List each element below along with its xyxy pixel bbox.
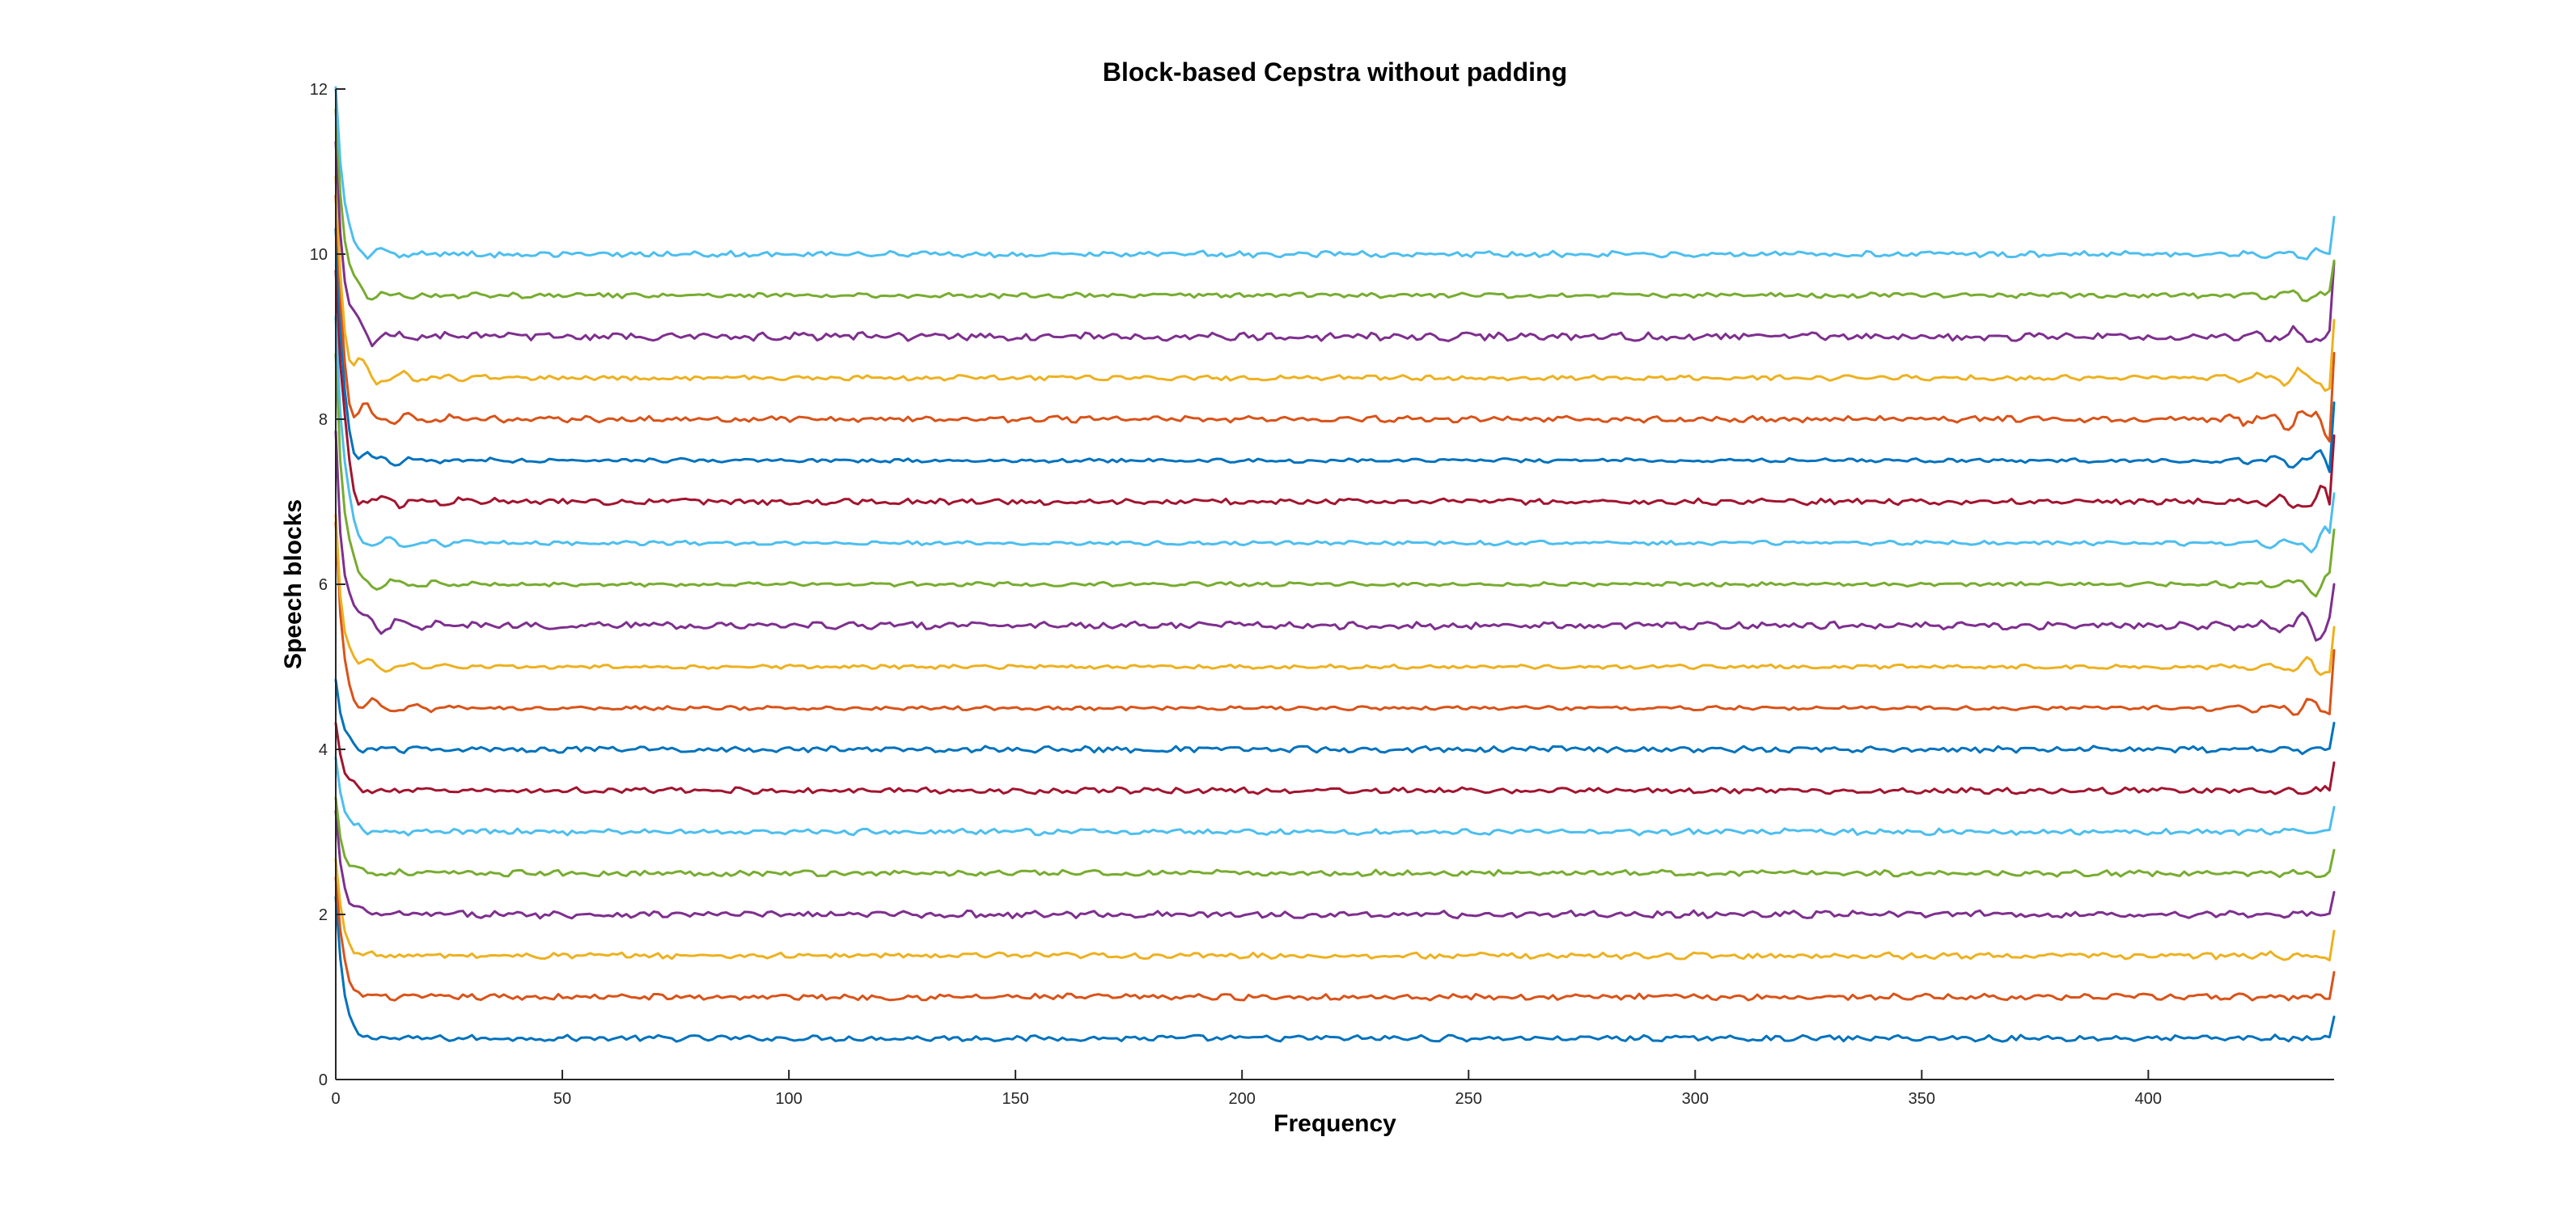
axes: 0 50 100 150 200 250 300 350 400 0 2 4 6 8 10 12 <box>310 81 2334 1108</box>
series-line-18 <box>334 141 2336 348</box>
series-line-12 <box>334 353 2336 598</box>
x-tick-label-4: 200 <box>1228 1090 1255 1108</box>
series-line-19 <box>334 108 2336 303</box>
series-line-13 <box>334 316 2336 554</box>
x-tick-label-7: 350 <box>1909 1090 1935 1108</box>
y-tick-label-2: 4 <box>319 741 328 759</box>
y-axis-ticks: 0 2 4 6 8 10 12 <box>310 81 345 1089</box>
series-line-1 <box>334 896 2336 1043</box>
x-tick-label-1: 50 <box>553 1090 571 1108</box>
series-line-6 <box>334 756 2336 837</box>
series-line-14 <box>334 269 2336 510</box>
series-line-16 <box>334 194 2336 443</box>
series-line-7 <box>334 722 2336 795</box>
chart-title: Block-based Cepstra without padding <box>1103 57 1567 87</box>
x-axis-title: Frequency <box>1273 1110 1396 1137</box>
y-axis-title: Speech blocks <box>280 499 307 669</box>
x-tick-label-2: 100 <box>775 1090 802 1108</box>
series-line-8 <box>334 678 2336 756</box>
y-tick-label-1: 2 <box>319 906 328 924</box>
x-axis-ticks: 0 50 100 150 200 250 300 350 400 <box>331 1070 2162 1108</box>
y-tick-label-5: 10 <box>310 246 328 264</box>
series-line-10 <box>334 513 2336 677</box>
series-line-11 <box>334 430 2336 642</box>
x-tick-label-3: 150 <box>1002 1090 1028 1108</box>
y-tick-label-3: 6 <box>319 576 328 594</box>
series-line-4 <box>334 810 2336 920</box>
series-line-2 <box>334 876 2336 1002</box>
series-layer <box>334 86 2336 1043</box>
y-tick-label-4: 8 <box>319 411 328 429</box>
series-line-15 <box>334 227 2336 473</box>
x-tick-label-0: 0 <box>331 1090 340 1108</box>
plot-area <box>334 86 2336 1043</box>
series-line-5 <box>334 796 2336 879</box>
series-line-20 <box>334 86 2336 261</box>
x-tick-label-8: 400 <box>2135 1090 2162 1108</box>
x-tick-label-5: 250 <box>1455 1090 1482 1108</box>
series-line-17 <box>334 175 2336 392</box>
y-tick-label-6: 12 <box>310 81 328 99</box>
series-line-9 <box>334 521 2336 716</box>
x-tick-label-6: 300 <box>1682 1090 1709 1108</box>
series-line-3 <box>334 858 2336 962</box>
y-tick-label-0: 0 <box>319 1071 328 1089</box>
